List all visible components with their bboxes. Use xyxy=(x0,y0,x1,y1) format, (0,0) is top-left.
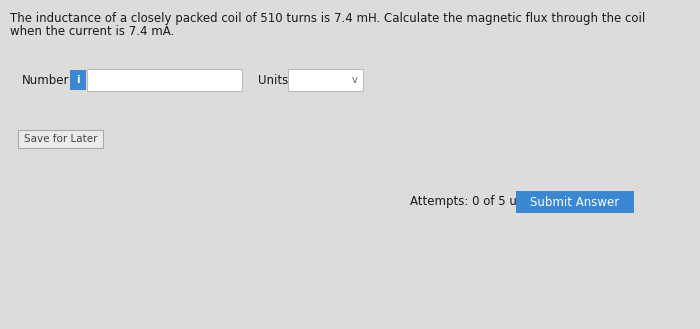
Text: Attempts: 0 of 5 used: Attempts: 0 of 5 used xyxy=(410,195,538,209)
Text: when the current is 7.4 mA.: when the current is 7.4 mA. xyxy=(10,25,174,38)
Text: v: v xyxy=(352,75,358,85)
Text: The inductance of a closely packed coil of 510 turns is 7.4 mH. Calculate the ma: The inductance of a closely packed coil … xyxy=(10,12,645,25)
FancyBboxPatch shape xyxy=(18,130,103,148)
FancyBboxPatch shape xyxy=(516,191,634,213)
Text: Units: Units xyxy=(258,73,288,87)
Text: Submit Answer: Submit Answer xyxy=(531,195,620,209)
FancyBboxPatch shape xyxy=(288,69,363,91)
Text: Save for Later: Save for Later xyxy=(24,134,97,144)
Text: Number: Number xyxy=(22,73,69,87)
FancyBboxPatch shape xyxy=(70,70,86,90)
Text: i: i xyxy=(76,75,80,85)
FancyBboxPatch shape xyxy=(87,69,242,91)
